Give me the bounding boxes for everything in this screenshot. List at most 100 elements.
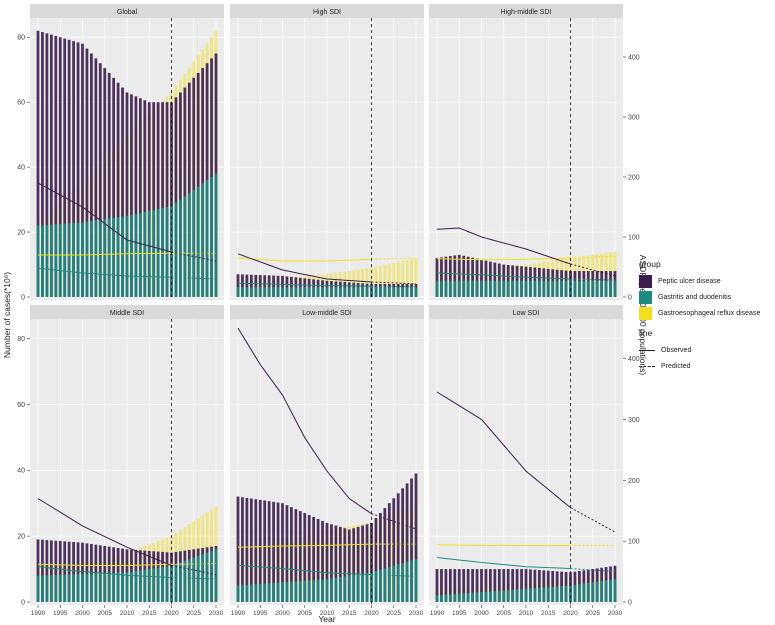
tick-label-x: 1990 — [231, 610, 246, 617]
bar-gastritis — [214, 549, 218, 602]
panel-strip — [230, 305, 424, 319]
bar-gastritis — [564, 280, 568, 297]
tick-label-y-left: 80 — [17, 336, 25, 343]
bar-gastritis — [573, 280, 577, 297]
bar-gastritis — [604, 280, 608, 297]
bar-gastritis — [192, 189, 196, 297]
bar-gastritis — [537, 587, 541, 602]
bar-gastritis — [578, 280, 581, 297]
bar-gastritis — [281, 287, 284, 297]
tick-label-y-left: 20 — [17, 230, 25, 237]
bar-peptic — [81, 43, 84, 297]
line-predicted-gastritis — [171, 276, 217, 280]
bar-peptic — [361, 525, 364, 602]
line-predicted-gastritis — [371, 574, 417, 577]
tick-label-x: 1995 — [53, 610, 68, 617]
bar-peptic — [529, 569, 532, 602]
bar-peptic — [152, 102, 156, 297]
bar-gastritis — [36, 575, 40, 602]
bar-peptic — [85, 543, 89, 602]
bar-peptic — [356, 526, 360, 602]
bar-gastritis — [36, 225, 40, 297]
bar-gastritis — [387, 287, 391, 297]
bar-peptic — [187, 82, 191, 297]
bar-peptic — [379, 513, 382, 602]
bar-gastritis — [187, 193, 191, 297]
line-observed-peptic — [436, 227, 571, 265]
panel-high-middle-sdi: High-middle SDI — [429, 4, 623, 300]
bar-gastritis — [254, 287, 258, 297]
tick-label-x: 2020 — [364, 610, 379, 617]
bar-gastritis — [392, 287, 396, 297]
bar-peptic — [49, 34, 53, 298]
legend-group-title: group — [639, 259, 661, 269]
bar-peptic — [489, 261, 492, 297]
bar-peptic — [298, 511, 302, 602]
bar-peptic — [440, 257, 443, 297]
bar-gastritis — [448, 594, 452, 602]
tick-label-x: 2005 — [298, 610, 313, 617]
tick-label-x: 2010 — [320, 610, 335, 617]
bar-gastritis — [90, 573, 93, 602]
line-observed-peptic — [237, 253, 372, 283]
tick-label-y-left: 80 — [17, 35, 25, 42]
bar-gastritis — [379, 569, 382, 602]
bar-gastritis — [321, 579, 324, 602]
bar-peptic — [45, 33, 49, 297]
bar-gastritis — [520, 589, 523, 602]
bar-gastritis — [161, 567, 164, 602]
tick-label-x: 1990 — [430, 610, 445, 617]
bar-gastritis — [321, 287, 324, 297]
bar-peptic — [471, 569, 474, 602]
bar-peptic — [36, 539, 40, 602]
legend-line-title: line — [639, 328, 653, 338]
bar-gastritis — [307, 287, 311, 297]
bar-gastritis — [502, 280, 506, 297]
bar-gastritis — [81, 222, 84, 297]
bar-peptic — [236, 496, 240, 602]
bar-gastritis — [546, 280, 550, 297]
bar-gastritis — [330, 287, 333, 297]
bar-gastritis — [143, 211, 147, 297]
bar-peptic — [165, 102, 169, 297]
bar-gastritis — [560, 586, 563, 602]
bar-gastritis — [272, 287, 275, 297]
bar-gastritis — [98, 573, 102, 602]
bar-gastritis — [54, 574, 58, 602]
bar-peptic — [267, 501, 271, 602]
bar-peptic — [98, 63, 102, 298]
bar-gastritis — [94, 220, 98, 297]
bar-gastritis — [241, 585, 244, 602]
tick-label-y-right: 200 — [628, 478, 640, 485]
legend-item-gastritis: Gastritis and duodenitis — [639, 289, 760, 305]
bar-gastritis — [600, 280, 604, 297]
bar-peptic — [174, 97, 178, 298]
bar-gerd — [414, 258, 418, 297]
panel-high-sdi: High SDI — [230, 4, 424, 300]
bar-gastritis — [506, 590, 510, 602]
bar-gastritis — [103, 219, 107, 297]
bar-gastritis — [254, 584, 258, 602]
bar-gastritis — [586, 280, 590, 297]
bar-gastritis — [405, 561, 409, 602]
bar-gastritis — [298, 580, 302, 602]
legend-line: line Observed Predicted — [639, 328, 691, 374]
bar-gastritis — [276, 287, 280, 297]
bar-gastritis — [595, 581, 599, 602]
bar-gerd — [365, 268, 369, 297]
bar-peptic — [103, 68, 107, 297]
bar-gastritis — [294, 287, 298, 297]
tick-label-y-right: 0 — [628, 600, 632, 607]
bar-peptic — [405, 483, 409, 602]
bar-peptic — [466, 569, 470, 602]
bar-gastritis — [502, 590, 506, 602]
bar-peptic — [147, 102, 151, 297]
bar-peptic — [245, 274, 249, 297]
bar-gerd — [387, 263, 391, 297]
tick-label-x: 2000 — [275, 610, 290, 617]
bar-peptic — [457, 569, 461, 602]
bar-peptic — [480, 569, 483, 602]
line-observed-gerd — [436, 544, 571, 546]
bar-peptic — [138, 98, 142, 297]
bar-gastritis — [134, 213, 138, 297]
